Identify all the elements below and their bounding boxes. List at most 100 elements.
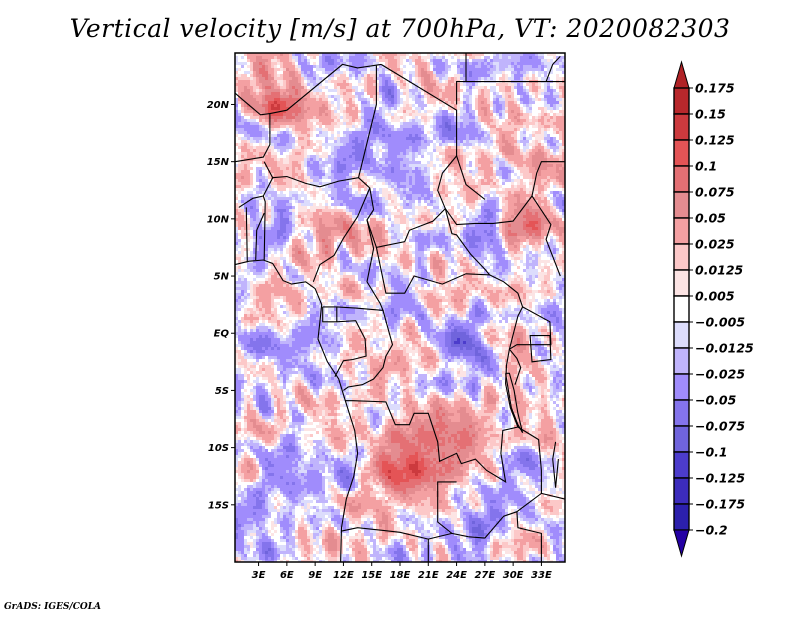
field-cell <box>316 140 319 143</box>
field-cell <box>271 155 274 158</box>
field-cell <box>382 134 385 137</box>
field-cell <box>271 80 274 83</box>
field-cell <box>385 92 388 95</box>
field-cell <box>520 68 523 71</box>
field-cell <box>433 176 436 179</box>
field-cell <box>277 107 280 110</box>
field-cell <box>376 107 379 110</box>
field-cell <box>523 65 526 68</box>
field-cell <box>280 143 283 146</box>
field-cell <box>472 173 475 176</box>
field-cell <box>460 92 463 95</box>
field-cell <box>352 71 355 74</box>
field-cell <box>343 113 346 116</box>
field-cell <box>319 158 322 161</box>
field-cell <box>271 146 274 149</box>
field-cell <box>427 140 430 143</box>
field-cell <box>418 77 421 80</box>
field-cell <box>526 68 529 71</box>
field-cell <box>478 83 481 86</box>
field-cell <box>241 119 244 122</box>
field-cell <box>397 179 400 182</box>
field-cell <box>295 68 298 71</box>
field-cell <box>472 95 475 98</box>
field-cell <box>331 125 334 128</box>
field-cell <box>508 131 511 134</box>
field-cell <box>475 113 478 116</box>
field-cell <box>391 107 394 110</box>
field-cell <box>307 161 310 164</box>
field-cell <box>457 176 460 179</box>
field-cell <box>442 68 445 71</box>
field-cell <box>430 131 433 134</box>
field-cell <box>433 68 436 71</box>
field-cell <box>355 107 358 110</box>
field-cell <box>331 101 334 104</box>
field-cell <box>295 113 298 116</box>
field-cell <box>319 179 322 182</box>
field-cell <box>253 122 256 125</box>
field-cell <box>430 56 433 59</box>
field-cell <box>274 137 277 140</box>
field-cell <box>394 176 397 179</box>
field-cell <box>553 74 556 77</box>
field-cell <box>520 149 523 152</box>
field-cell <box>334 182 337 185</box>
field-cell <box>493 110 496 113</box>
field-cell <box>508 98 511 101</box>
field-cell <box>373 74 376 77</box>
field-cell <box>280 161 283 164</box>
field-cell <box>259 122 262 125</box>
field-cell <box>328 95 331 98</box>
field-cell <box>559 119 562 122</box>
field-cell <box>310 101 313 104</box>
field-cell <box>403 152 406 155</box>
field-cell <box>349 113 352 116</box>
field-cell <box>337 122 340 125</box>
field-cell <box>544 182 547 185</box>
field-cell <box>334 170 337 173</box>
field-cell <box>523 74 526 77</box>
field-cell <box>526 122 529 125</box>
field-cell <box>334 104 337 107</box>
field-cell <box>283 137 286 140</box>
field-cell <box>247 59 250 62</box>
field-cell <box>337 143 340 146</box>
field-cell <box>301 113 304 116</box>
field-cell <box>460 131 463 134</box>
field-cell <box>454 113 457 116</box>
field-cell <box>250 74 253 77</box>
field-cell <box>496 182 499 185</box>
field-cell <box>559 62 562 65</box>
field-cell <box>415 179 418 182</box>
field-cell <box>307 80 310 83</box>
field-cell <box>481 137 484 140</box>
field-cell <box>436 125 439 128</box>
field-cell <box>235 131 238 134</box>
field-cell <box>556 128 559 131</box>
field-cell <box>418 161 421 164</box>
field-cell <box>427 86 430 89</box>
field-cell <box>289 89 292 92</box>
field-cell <box>514 167 517 170</box>
field-cell <box>460 98 463 101</box>
field-cell <box>436 53 439 56</box>
field-cell <box>538 98 541 101</box>
field-cell <box>349 149 352 152</box>
field-cell <box>334 140 337 143</box>
field-cell <box>370 62 373 65</box>
field-cell <box>424 125 427 128</box>
field-cell <box>481 119 484 122</box>
field-cell <box>421 176 424 179</box>
field-cell <box>511 167 514 170</box>
field-cell <box>379 71 382 74</box>
field-cell <box>481 59 484 62</box>
field-cell <box>517 173 520 176</box>
field-cell <box>238 179 241 182</box>
field-cell <box>463 113 466 116</box>
field-cell <box>406 119 409 122</box>
field-cell <box>361 167 364 170</box>
field-cell <box>259 116 262 119</box>
field-cell <box>457 83 460 86</box>
field-cell <box>316 164 319 167</box>
